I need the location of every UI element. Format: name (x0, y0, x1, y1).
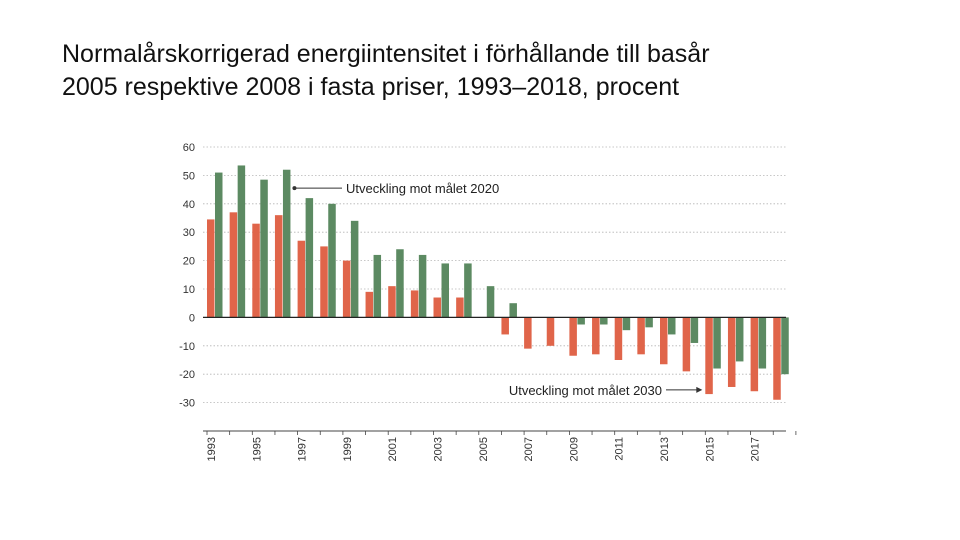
bar-mal2030-2017 (750, 317, 759, 392)
x-tick-label-2001: 2001 (387, 437, 399, 461)
x-tick-label-1995: 1995 (251, 437, 263, 461)
annotation-2020-label: Utveckling mot målet 2020 (346, 181, 499, 196)
bar-mal2020-2018 (781, 317, 789, 375)
bar-mal2020-2006 (509, 303, 517, 318)
chart-title-line-2: 2005 respektive 2008 i fasta priser, 199… (62, 72, 680, 101)
bar-mal2030-2011 (614, 317, 623, 360)
bar-mal2030-2006 (501, 317, 509, 335)
bar-mal2020-2003 (441, 263, 449, 318)
y-tick-label-10: 10 (183, 284, 195, 296)
x-tick-label-1993: 1993 (206, 437, 218, 461)
bar-mal2030-2012 (637, 317, 645, 355)
bar-mal2020-2014 (690, 317, 699, 343)
bar-mal2030-1994 (229, 212, 238, 318)
y-tick-label--20: -20 (179, 369, 195, 381)
bar-mal2020-1998 (328, 203, 336, 318)
bar-mal2030-2010 (592, 317, 600, 355)
bar-mal2020-2013 (668, 317, 676, 335)
bar-mal2030-2002 (410, 290, 419, 318)
bar-mal2020-2005 (486, 286, 495, 318)
x-tick-label-2003: 2003 (433, 437, 445, 461)
annotation-2020-pointer (292, 186, 297, 191)
chart-title: Normalårskorrigerad energiintensitet i f… (62, 38, 922, 103)
bar-mal2030-1993 (207, 219, 215, 318)
annotation-2030-label: Utveckling mot målet 2030 (509, 383, 662, 398)
bar-mal2030-2004 (456, 297, 464, 318)
bar-mal2020-2004 (464, 263, 472, 318)
bar-mal2020-2017 (758, 317, 767, 369)
y-tick-label-20: 20 (183, 256, 195, 268)
bar-mal2020-1996 (282, 169, 291, 318)
bar-mal2030-2001 (388, 286, 396, 318)
bar-mal2020-1995 (260, 179, 268, 318)
bar-mal2030-2000 (365, 291, 374, 318)
bar-mal2030-2018 (773, 317, 781, 400)
chart-title-line-1: Normalårskorrigerad energiintensitet i f… (62, 40, 710, 68)
bar-mal2020-2009 (577, 317, 585, 325)
x-tick-label-2017: 2017 (750, 437, 762, 461)
x-tick-label-2009: 2009 (568, 437, 580, 461)
bar-mal2020-1999 (350, 220, 359, 318)
x-tick-label-1999: 1999 (342, 437, 354, 461)
bar-mal2020-2002 (418, 254, 427, 318)
y-tick-label-30: 30 (183, 227, 195, 239)
x-tick-label-1997: 1997 (297, 437, 309, 461)
bar-mal2020-2010 (600, 317, 608, 325)
bar-mal2030-1997 (297, 240, 306, 318)
x-tick-label-2013: 2013 (659, 437, 671, 461)
annotation-2030-arrowhead (696, 386, 703, 393)
bar-mal2030-2013 (660, 317, 668, 365)
y-tick-label--10: -10 (179, 341, 195, 353)
bar-mal2030-1996 (274, 215, 283, 318)
bar-mal2020-2016 (735, 317, 744, 362)
y-tick-label-40: 40 (183, 199, 195, 211)
bar-mal2020-1993 (215, 172, 223, 318)
bar-mal2030-2016 (727, 317, 736, 387)
bar-mal2030-1995 (252, 223, 260, 318)
x-tick-label-2015: 2015 (704, 437, 716, 461)
x-tick-label-2007: 2007 (523, 437, 535, 461)
bar-mal2020-1997 (305, 198, 314, 318)
x-tick-label-2005: 2005 (478, 437, 490, 461)
bar-mal2020-2000 (373, 254, 382, 318)
bar-mal2030-2008 (546, 317, 555, 346)
bar-mal2020-2001 (396, 249, 404, 318)
y-tick-label-60: 60 (183, 142, 195, 154)
x-tick-label-2011: 2011 (614, 437, 626, 461)
bar-mal2030-1998 (320, 246, 328, 318)
bar-mal2030-1999 (342, 260, 351, 318)
y-tick-label-0: 0 (189, 312, 195, 324)
bar-mal2020-1994 (237, 165, 246, 318)
bar-mal2030-2003 (433, 297, 441, 318)
bar-mal2030-2009 (569, 317, 577, 356)
bar-mal2020-2012 (645, 317, 653, 328)
bar-mal2020-2015 (713, 317, 721, 369)
y-tick-label-50: 50 (183, 170, 195, 182)
bar-mal2030-2015 (705, 317, 713, 395)
bar-mal2020-2011 (622, 317, 631, 331)
bar-mal2030-2007 (524, 317, 532, 349)
bar-mal2030-2014 (682, 317, 691, 372)
y-tick-label--30: -30 (179, 398, 195, 410)
